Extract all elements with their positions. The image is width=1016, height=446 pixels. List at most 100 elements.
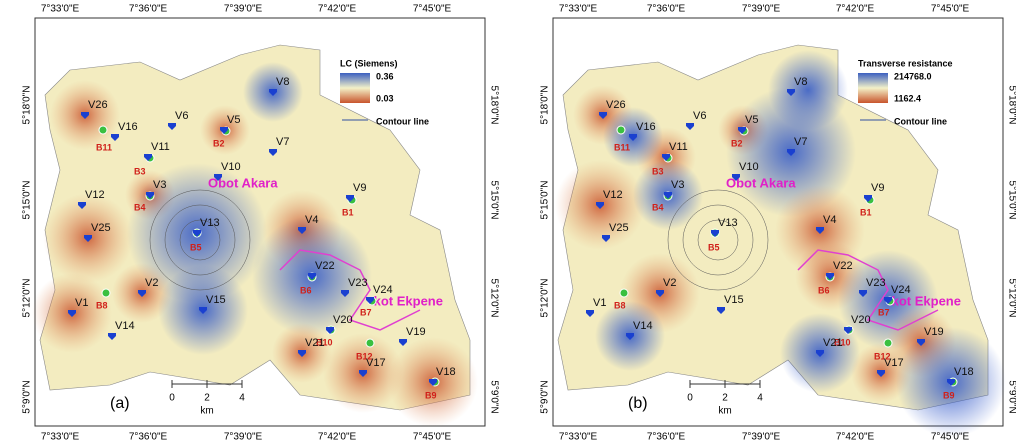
lat-label: 5°15'0"N [22, 181, 33, 220]
lat-label: 5°9'0"N [22, 380, 33, 413]
ves-label: V24 [373, 284, 393, 296]
ves-label: V5 [745, 114, 758, 126]
ves-label: V26 [606, 99, 626, 111]
borehole-label: B6 [818, 285, 830, 295]
lat-label: 5°15'0"N [540, 181, 551, 220]
legend-max: 214768.0 [894, 71, 932, 81]
ves-label: V6 [693, 110, 706, 122]
ves-label: V21 [823, 337, 843, 349]
borehole-label: B8 [96, 300, 108, 310]
ves-label: V20 [333, 314, 353, 326]
lat-label: 5°18'0"N [22, 86, 33, 125]
lon-label: 7°42'0"E [318, 432, 357, 443]
lat-label: 5°15'0"N [1006, 181, 1016, 220]
lon-label: 7°36'0"E [129, 432, 168, 443]
ves-label: V10 [739, 161, 759, 173]
lon-label: 7°42'0"E [318, 4, 357, 15]
borehole-marker [620, 289, 628, 297]
lon-label: 7°33'0"E [559, 4, 598, 15]
ves-label: V20 [851, 314, 871, 326]
borehole-label: B11 [614, 142, 630, 152]
borehole-label: B7 [360, 307, 372, 317]
lat-label: 5°18'0"N [540, 86, 551, 125]
scale-label: 0 [169, 393, 175, 404]
panel-label: (a) [110, 395, 130, 412]
lat-label: 5°12'0"N [488, 279, 499, 318]
borehole-label: B4 [652, 202, 664, 212]
map-panel: 7°33'0"E 7°33'0"E 7°36'0"E 7°36'0"E 7°39'0"E… [540, 4, 1016, 443]
borehole-label: B2 [213, 138, 225, 148]
legend-contour-label: Contour line [376, 116, 429, 126]
ves-label: V14 [633, 320, 653, 332]
ves-label: V15 [206, 294, 226, 306]
ves-label: V24 [891, 284, 911, 296]
ves-label: V18 [436, 366, 456, 378]
ves-label: V12 [603, 189, 623, 201]
ves-label: V19 [406, 326, 426, 338]
ves-label: V12 [85, 189, 105, 201]
borehole-marker [99, 126, 107, 134]
scale-label: 2 [722, 393, 728, 404]
borehole-marker [617, 126, 625, 134]
ves-label: V18 [954, 366, 974, 378]
scale-label: 4 [757, 393, 763, 404]
borehole-label: B9 [425, 390, 437, 400]
lon-label: 7°36'0"E [647, 432, 686, 443]
borehole-label: B1 [342, 207, 354, 217]
ves-label: V26 [88, 99, 108, 111]
borehole-label: B1 [860, 207, 872, 217]
panel-label: (b) [628, 395, 648, 412]
ves-label: V8 [794, 76, 807, 88]
ves-label: V1 [593, 297, 606, 309]
map-panel: 7°33'0"E7°33'0"E7°36'0"E7°36'0"E7°39'0"E… [22, 4, 500, 443]
ves-label: V23 [348, 277, 368, 289]
figure: 7°33'0"E 7°33'0"E 7°36'0"E 7°36'0"E 7°39'0"E… [0, 0, 1016, 446]
ves-label: V25 [609, 222, 629, 234]
scale-label: 2 [204, 393, 210, 404]
lon-label: 7°39'0"E [742, 432, 781, 443]
lat-label: 5°12'0"N [1006, 279, 1016, 318]
ves-label: V3 [671, 179, 684, 191]
lat-label: 5°15'0"N [488, 181, 499, 220]
ves-label: V2 [663, 277, 676, 289]
lon-label: 7°33'0"E [41, 4, 80, 15]
scale-unit: km [200, 406, 213, 417]
ves-label: V25 [91, 222, 111, 234]
ves-label: V16 [118, 121, 138, 133]
lat-label: 5°9'0"N [488, 380, 499, 413]
lon-label: 7°36'0"E [647, 4, 686, 15]
scale-label: 0 [687, 393, 693, 404]
borehole-label: B9 [943, 390, 955, 400]
ves-label: V8 [276, 76, 289, 88]
ves-label: V19 [924, 326, 944, 338]
lon-label: 7°45'0"E [931, 432, 970, 443]
borehole-label: B8 [614, 300, 626, 310]
ves-label: V23 [866, 277, 886, 289]
ves-label: V10 [221, 161, 241, 173]
lon-label: 7°36'0"E [129, 4, 168, 15]
lat-label: 5°9'0"N [1006, 380, 1016, 413]
scale-label: 4 [239, 393, 245, 404]
lat-label: 5°9'0"N [540, 380, 551, 413]
legend-ramp [858, 73, 888, 103]
borehole-label: B2 [731, 138, 743, 148]
ves-label: V4 [305, 214, 318, 226]
lon-label: 7°33'0"E [559, 432, 598, 443]
legend-title: LC (Siemens) [340, 58, 398, 68]
ves-label: V21 [305, 337, 325, 349]
lon-label: 7°45'0"E [413, 432, 452, 443]
legend-title: Transverse resistance [858, 58, 953, 68]
ves-label: V5 [227, 114, 240, 126]
borehole-label: B6 [300, 285, 312, 295]
ves-label: V13 [200, 217, 220, 229]
ves-label: V7 [276, 136, 289, 148]
lon-label: 7°39'0"E [224, 4, 263, 15]
ves-label: V14 [115, 320, 135, 332]
borehole-label: B4 [134, 202, 146, 212]
ves-label: V9 [871, 182, 884, 194]
lat-label: 5°18'0"N [1006, 86, 1016, 125]
lat-label: 5°12'0"N [22, 279, 33, 318]
ves-label: V15 [724, 294, 744, 306]
legend-max: 0.36 [376, 71, 394, 81]
scale-unit: km [718, 406, 731, 417]
